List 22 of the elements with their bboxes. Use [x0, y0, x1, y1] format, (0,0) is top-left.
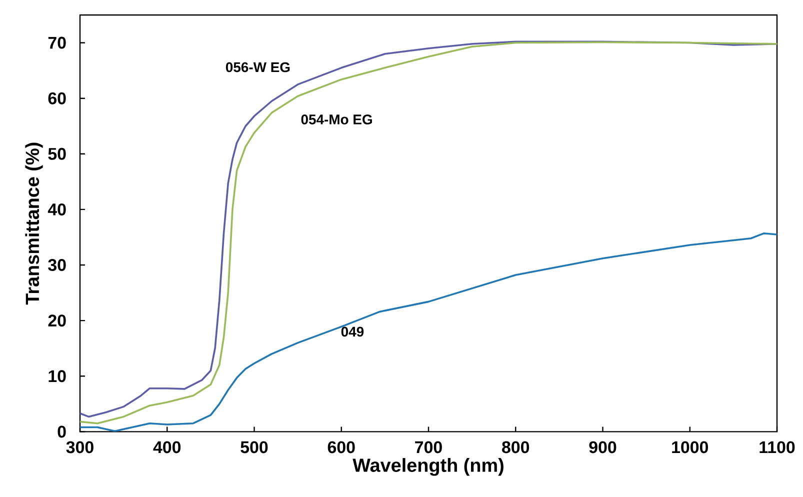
y-tick-label: 20: [48, 314, 66, 327]
x-tick-label: 600: [328, 441, 355, 454]
x-tick-label: 700: [415, 441, 442, 454]
y-tick-label: 10: [48, 370, 66, 382]
y-tick-label: 40: [48, 203, 66, 216]
series-label: 056-W EG: [226, 62, 290, 72]
series-label: 054-Mo EG: [301, 114, 372, 124]
y-tick-label: 30: [48, 259, 66, 272]
x-tick-label: 300: [66, 441, 94, 454]
x-tick-label: 800: [502, 441, 530, 454]
x-tick-label: 1100: [760, 441, 795, 454]
y-axis-title: Transmittance (%): [25, 142, 43, 305]
x-tick-label: 500: [240, 441, 268, 454]
y-tick-label: 70: [48, 36, 66, 49]
x-tick-label: 900: [589, 441, 616, 454]
x-tick-label: 1000: [672, 441, 708, 454]
y-tick-label: 0: [58, 426, 66, 438]
series-label: 049: [341, 326, 364, 337]
y-tick-label: 50: [48, 148, 66, 160]
y-tick-label: 60: [48, 92, 66, 104]
x-tick-label: 400: [153, 441, 181, 454]
x-axis-title: Wavelength (nm): [352, 458, 504, 476]
